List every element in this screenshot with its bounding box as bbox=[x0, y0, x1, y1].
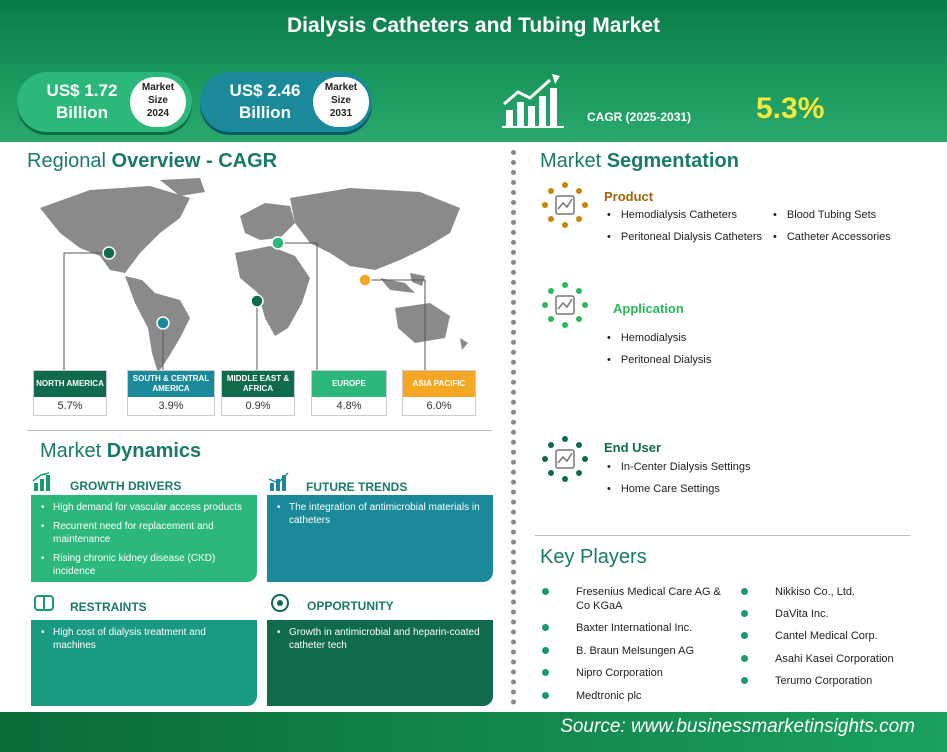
bullet-dot bbox=[741, 610, 748, 617]
list-item: Rising chronic kidney disease (CKD) inci… bbox=[39, 552, 249, 578]
market-size-value: US$ 2.46 Billion bbox=[229, 81, 301, 122]
list-item: High cost of dialysis treatment and mach… bbox=[39, 626, 249, 652]
list-item: Asahi Kasei Corporation bbox=[775, 653, 894, 665]
restraints-icon bbox=[34, 595, 54, 611]
footer-bar bbox=[0, 712, 947, 752]
market-size-2031-pill: US$ 2.46 Billion Market Size 2031 bbox=[200, 72, 372, 132]
list-item: Fresenius Medical Care AG & Co KGaA bbox=[576, 586, 721, 612]
restraints-box: High cost of dialysis treatment and mach… bbox=[31, 620, 257, 706]
region-card: NORTH AMERICA 5.7% bbox=[33, 370, 107, 416]
bullet-dot bbox=[542, 669, 549, 676]
list-item: Baxter International Inc. bbox=[576, 622, 693, 634]
europe-marker bbox=[271, 236, 285, 250]
list-item: Growth in antimicrobial and heparin-coat… bbox=[275, 626, 485, 652]
region-card: SOUTH & CENTRAL AMERICA 3.9% bbox=[127, 370, 215, 416]
market-dynamics-title: Market Dynamics bbox=[40, 440, 202, 462]
list-item: Terumo Corporation bbox=[775, 675, 873, 687]
list-item: Cantel Medical Corp. bbox=[775, 630, 878, 642]
list-item: Medtronic plc bbox=[576, 690, 642, 702]
list-item: The integration of antimicrobial materia… bbox=[275, 501, 485, 527]
bullet-dot bbox=[542, 588, 549, 595]
growth-drivers-box: High demand for vascular access products… bbox=[31, 495, 257, 582]
vertical-divider bbox=[511, 150, 516, 705]
cagr-value: 5.3% bbox=[756, 92, 825, 125]
north-america-marker bbox=[102, 246, 116, 260]
list-item: Peritoneal Dialysis Catheters bbox=[607, 231, 762, 243]
growth-drivers-icon bbox=[32, 472, 50, 491]
list-item: Recurrent need for replacement and maint… bbox=[39, 520, 249, 546]
list-item: High demand for vascular access products bbox=[39, 501, 249, 514]
list-item: In-Center Dialysis Settings bbox=[607, 461, 751, 473]
region-card: EUROPE 4.8% bbox=[311, 370, 387, 416]
regional-overview-title: Regional Overview - CAGR bbox=[27, 150, 278, 172]
application-icon bbox=[542, 282, 588, 328]
future-trends-box: The integration of antimicrobial materia… bbox=[267, 495, 493, 582]
list-item: Nikkiso Co., Ltd. bbox=[775, 586, 856, 598]
cagr-label: CAGR (2025-2031) bbox=[587, 110, 692, 124]
world-map bbox=[40, 178, 468, 373]
source-text: Source: www.businessmarketinsights.com bbox=[560, 716, 915, 737]
market-size-badge: Market Size 2031 bbox=[313, 77, 369, 127]
bullet-dot bbox=[542, 624, 549, 631]
region-card: MIDDLE EAST & AFRICA 0.9% bbox=[221, 370, 295, 416]
opportunity-box: Growth in antimicrobial and heparin-coat… bbox=[267, 620, 493, 706]
bullet-dot bbox=[741, 632, 748, 639]
list-item: Hemodialysis bbox=[607, 332, 686, 344]
divider bbox=[27, 430, 492, 431]
product-heading: Product bbox=[604, 189, 654, 204]
region-card: ASIA PACIFIC 6.0% bbox=[402, 370, 476, 416]
south-america-marker bbox=[156, 316, 170, 330]
market-size-2024-pill: US$ 1.72 Billion Market Size 2024 bbox=[17, 72, 192, 132]
list-item: Home Care Settings bbox=[607, 483, 720, 495]
list-item: Hemodialysis Catheters bbox=[607, 209, 737, 221]
middle-east-africa-marker bbox=[250, 294, 264, 308]
market-size-value: US$ 1.72 Billion bbox=[46, 81, 118, 122]
product-icon bbox=[542, 182, 588, 228]
bullet-dot bbox=[741, 677, 748, 684]
list-item: Blood Tubing Sets bbox=[773, 209, 876, 221]
future-trends-heading: FUTURE TRENDS bbox=[306, 480, 408, 494]
key-players-title: Key Players bbox=[540, 546, 647, 568]
page-title: Dialysis Catheters and Tubing Market bbox=[286, 14, 661, 37]
opportunity-heading: OPPORTUNITY bbox=[307, 599, 394, 613]
market-size-badge: Market Size 2024 bbox=[130, 77, 186, 127]
market-segmentation-title: Market Segmentation bbox=[540, 150, 739, 172]
end-user-heading: End User bbox=[604, 440, 662, 455]
bullet-dot bbox=[741, 588, 748, 595]
bullet-dot bbox=[741, 655, 748, 662]
opportunity-icon bbox=[271, 594, 289, 612]
bullet-dot bbox=[542, 692, 549, 699]
list-item: DaVita Inc. bbox=[775, 608, 829, 620]
future-trends-icon bbox=[268, 472, 289, 491]
list-item: Peritoneal Dialysis bbox=[607, 354, 711, 366]
list-item: Nipro Corporation bbox=[576, 667, 663, 679]
divider bbox=[535, 535, 910, 536]
asia-pacific-marker bbox=[358, 273, 372, 287]
bullet-dot bbox=[542, 647, 549, 654]
end-user-icon bbox=[542, 436, 588, 482]
restraints-heading: RESTRAINTS bbox=[70, 600, 147, 614]
growth-chart-icon bbox=[502, 74, 564, 128]
list-item: Catheter Accessories bbox=[773, 231, 891, 243]
list-item: B. Braun Melsungen AG bbox=[576, 645, 695, 657]
application-heading: Application bbox=[613, 301, 684, 316]
growth-drivers-heading: GROWTH DRIVERS bbox=[70, 479, 182, 493]
